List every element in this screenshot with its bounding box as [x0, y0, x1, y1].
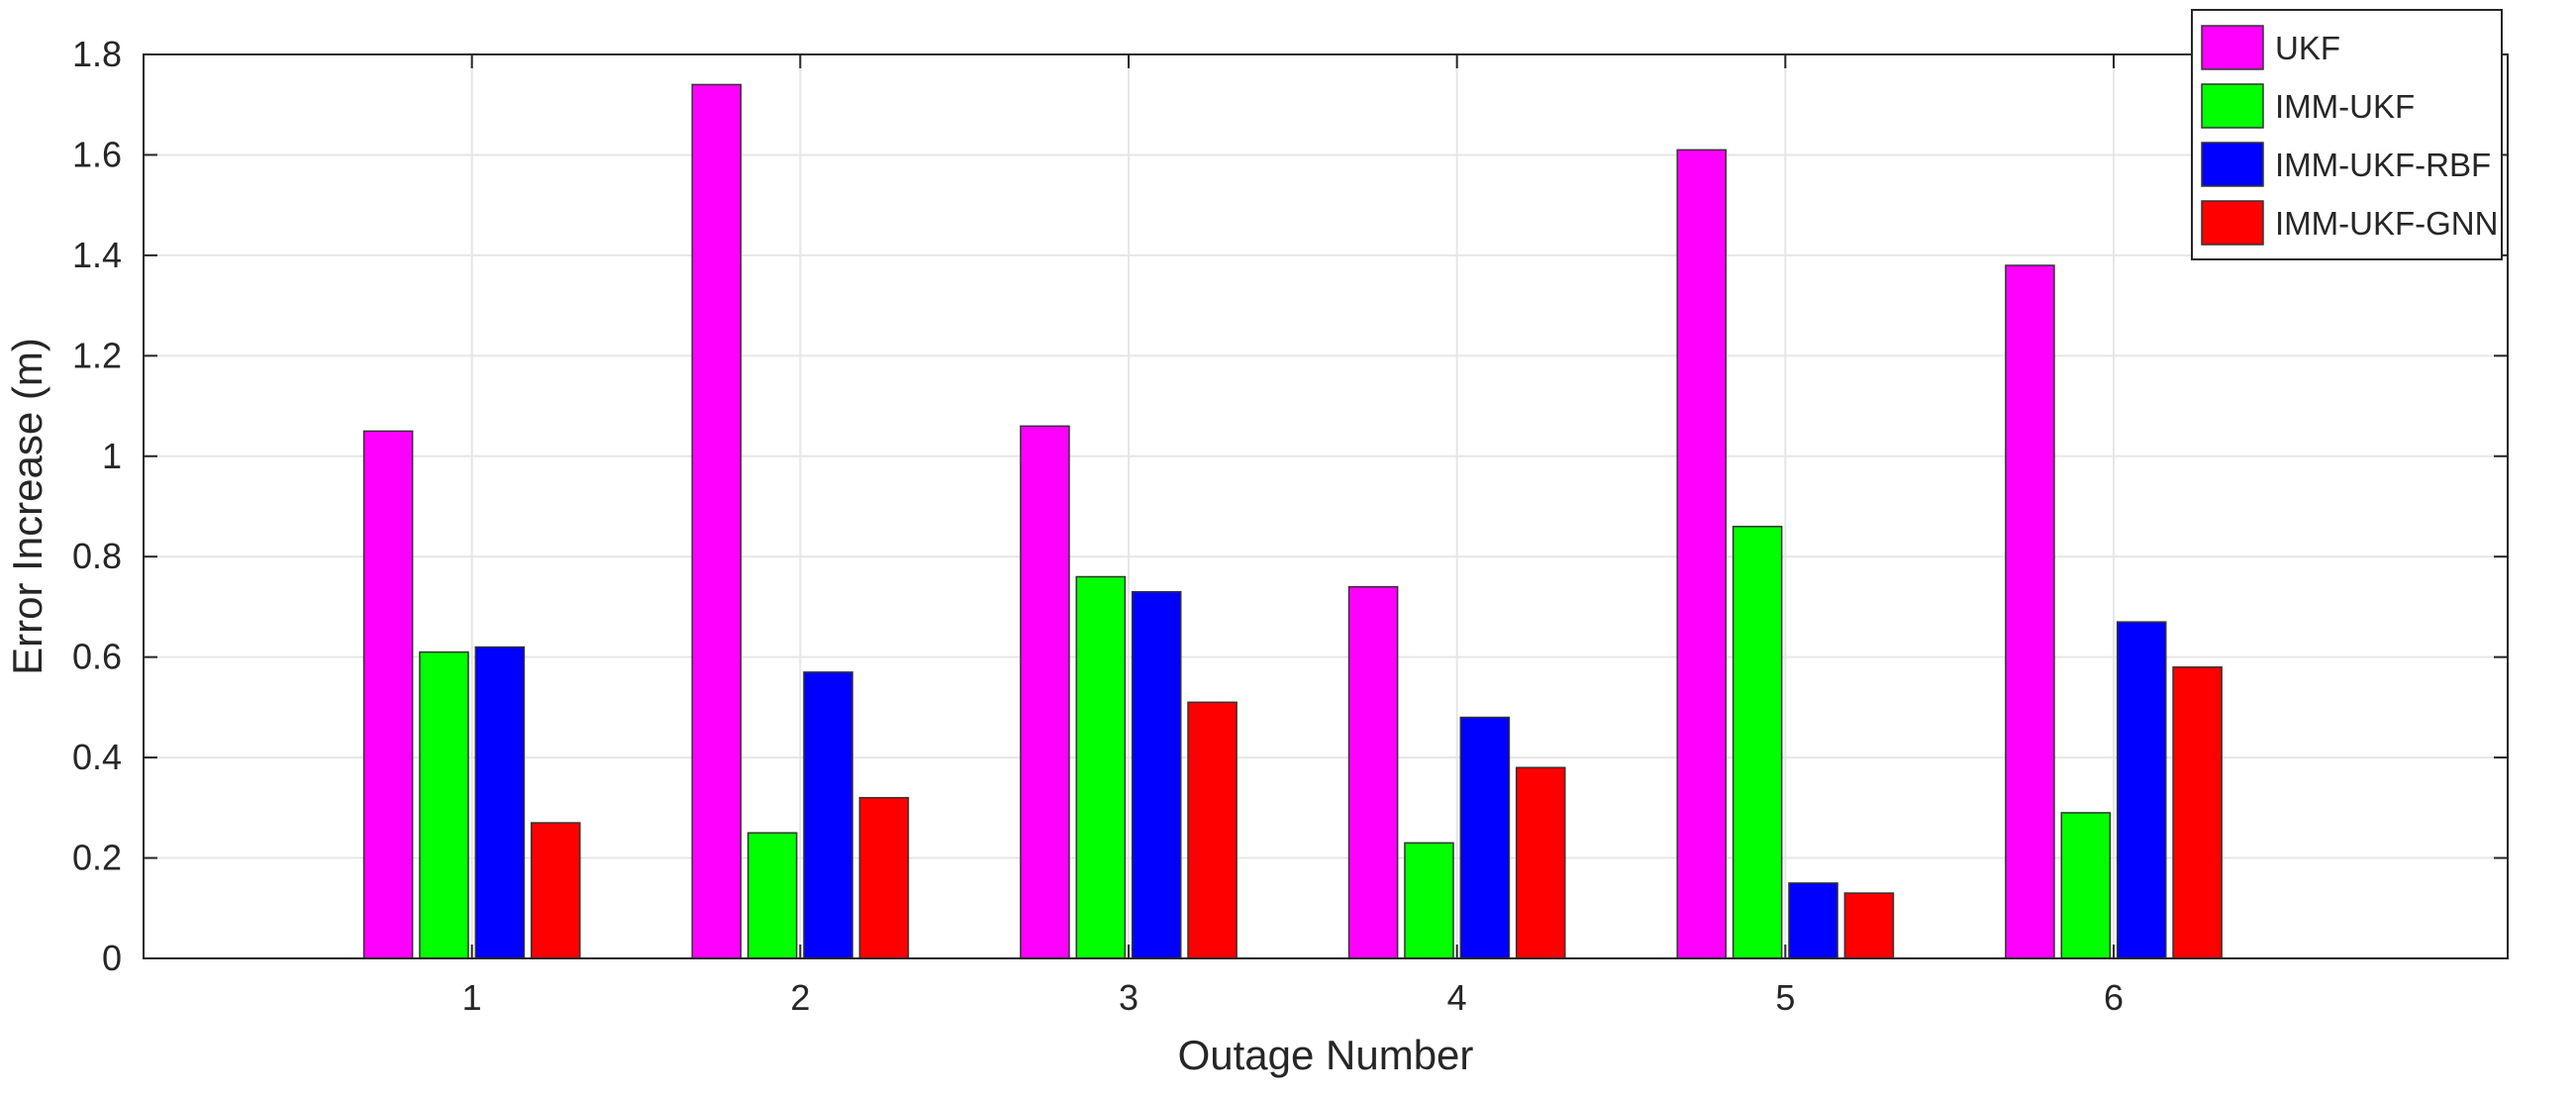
legend-label: IMM-UKF-GNN	[2275, 205, 2498, 242]
y-tick-label: 0.8	[72, 536, 122, 576]
bar-imm-ukf-1	[419, 650, 469, 959]
plot-area-frame	[143, 53, 2509, 959]
y-tick-label: 0.6	[72, 637, 122, 677]
bar-ukf-3	[1020, 425, 1070, 959]
y-tick-label: 1.6	[72, 134, 122, 174]
bar-imm-ukf-4	[1404, 842, 1454, 959]
bar-imm-ukf-rbf-1	[474, 646, 526, 959]
y-tick-label: 0.2	[72, 838, 122, 878]
y-tick-label: 1.4	[72, 235, 122, 275]
bar-ukf-1	[362, 430, 414, 959]
y-tick-label: 1	[102, 436, 122, 476]
bar-imm-ukf-2	[746, 832, 798, 959]
bar-imm-ukf-gnn-5	[1843, 892, 1895, 959]
bar-imm-ukf-rbf-3	[1131, 590, 1182, 959]
legend-swatch	[2201, 200, 2264, 246]
bar-imm-ukf-rbf-2	[803, 671, 853, 959]
y-tick-label: 1.2	[72, 335, 122, 375]
bar-marks	[362, 83, 2223, 959]
bar-ukf-6	[2005, 264, 2055, 959]
legend-swatch	[2201, 25, 2264, 70]
bar-imm-ukf-rbf-5	[1788, 882, 1838, 959]
axis-ticks: 0 0.2 0.4 0.6 0.8 1 1.2 1.4 1.6 1.8 1 2 3 4 5 6	[72, 34, 2508, 1018]
bar-imm-ukf-gnn-4	[1515, 766, 1566, 959]
x-tick-label: 5	[1775, 977, 1795, 1018]
legend: UKF IMM-UKF IMM-UKF-RBF IMM-UKF-GNN	[2191, 9, 2503, 260]
x-tick-label: 2	[790, 977, 810, 1018]
legend-swatch	[2201, 83, 2264, 129]
bar-imm-ukf-rbf-6	[2116, 621, 2167, 959]
bar-imm-ukf-gnn-3	[1187, 701, 1238, 959]
x-axis-title: Outage Number	[1178, 1032, 1474, 1078]
y-axis-title: Error Increase (m)	[4, 338, 50, 675]
bar-imm-ukf-5	[1732, 526, 1783, 959]
legend-label: IMM-UKF-RBF	[2275, 147, 2491, 183]
y-tick-label: 0	[102, 938, 122, 978]
bar-ukf-5	[1676, 149, 1728, 959]
x-tick-label: 3	[1119, 977, 1139, 1018]
bar-imm-ukf-rbf-4	[1459, 716, 1511, 959]
legend-swatch	[2201, 142, 2264, 187]
bar-imm-ukf-6	[2060, 812, 2112, 959]
bar-imm-ukf-gnn-6	[2172, 666, 2223, 959]
legend-label: IMM-UKF	[2275, 88, 2415, 125]
y-tick-label: 0.4	[72, 737, 122, 777]
bar-imm-ukf-gnn-2	[858, 796, 910, 959]
x-tick-label: 4	[1447, 977, 1467, 1018]
bar-imm-ukf-3	[1075, 575, 1127, 959]
bar-imm-ukf-gnn-1	[530, 822, 581, 959]
x-tick-label: 6	[2104, 977, 2124, 1018]
bar-ukf-4	[1347, 585, 1399, 959]
x-tick-label: 1	[462, 977, 482, 1018]
bar-ukf-2	[691, 83, 743, 959]
y-tick-label: 1.8	[72, 34, 122, 74]
legend-label: UKF	[2275, 30, 2340, 66]
